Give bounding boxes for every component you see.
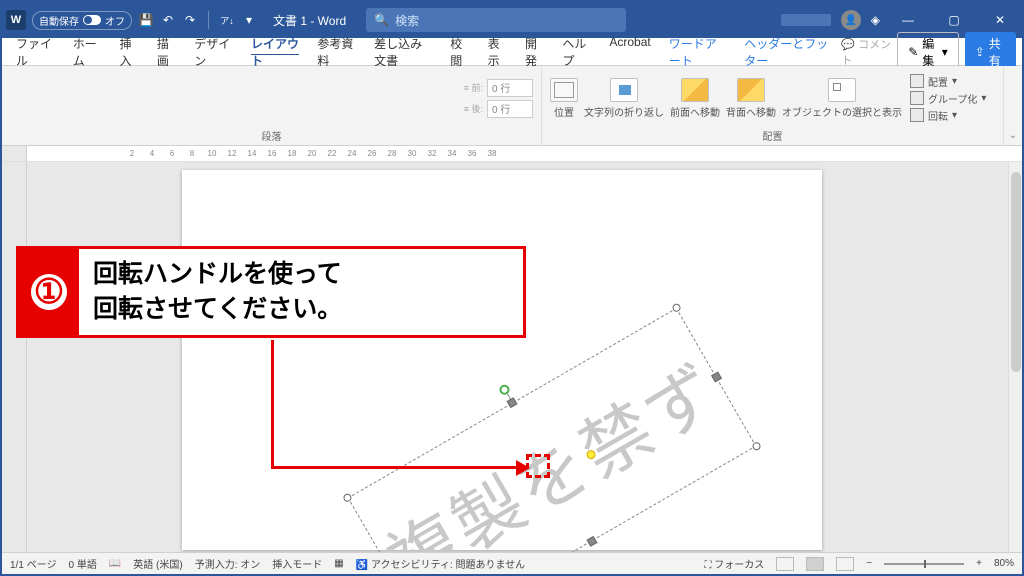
position-button[interactable]: 位置: [550, 78, 578, 119]
redo-icon[interactable]: ↷: [182, 12, 198, 28]
app-window: W 自動保存 オフ 💾 ↶ ↷ ア↓ ▾ 文書 1 - Word 🔍 検索 👤 …: [0, 0, 1024, 576]
read-mode-button[interactable]: [776, 557, 794, 571]
rotate-icon: [910, 108, 924, 122]
maximize-button[interactable]: ▢: [936, 6, 972, 34]
font-decrease-icon[interactable]: ア↓: [219, 12, 235, 28]
send-backward-button[interactable]: 背面へ移動: [726, 78, 776, 119]
word-count[interactable]: 0 単語: [68, 556, 96, 571]
zoom-in-button[interactable]: +: [976, 558, 982, 569]
vertical-ruler[interactable]: [2, 162, 27, 552]
document-title: 文書 1 - Word: [273, 12, 346, 29]
qat-dropdown-icon[interactable]: ▾: [241, 12, 257, 28]
close-button[interactable]: ✕: [982, 6, 1018, 34]
arrange-group-label: 配置: [550, 126, 995, 143]
group-button[interactable]: グループ化▾: [910, 91, 986, 106]
status-bar: 1/1 ページ 0 単語 📖 英語 (米国) 予測入力: オン 挿入モード ▦ …: [2, 552, 1022, 574]
web-layout-button[interactable]: [836, 557, 854, 571]
macro-icon[interactable]: ▦: [334, 558, 343, 569]
arrow-line-h: [271, 466, 516, 469]
bring-forward-button[interactable]: 前面へ移動: [670, 78, 720, 119]
autosave-label: 自動保存: [39, 13, 79, 28]
document-workspace[interactable]: 複製を禁ず ① 回転ハンドルを使って 回転させてください。: [2, 162, 1022, 552]
arrow-line-v: [271, 340, 274, 466]
comments-button[interactable]: 💬 コメント: [841, 36, 891, 68]
pencil-icon: ✎: [908, 45, 918, 59]
menu-bar: ファイルホーム挿入描画デザインレイアウト参考資料差し込み文書校閲表示開発ヘルプA…: [2, 38, 1022, 66]
undo-icon[interactable]: ↶: [160, 12, 176, 28]
group-icon: [910, 91, 924, 105]
spellcheck-icon[interactable]: 📖: [109, 558, 121, 569]
autosave-state: オフ: [105, 13, 125, 28]
zoom-out-button[interactable]: −: [866, 558, 872, 569]
ribbon-collapse-button[interactable]: ⌄: [1004, 66, 1022, 145]
language-indicator[interactable]: 英語 (米国): [133, 556, 182, 571]
ribbon-hidden-area: ≡ 前:0 行 ≡ 後:0 行 段落: [2, 66, 542, 145]
annotation-text: 回転ハンドルを使って 回転させてください。: [79, 249, 356, 335]
print-layout-button[interactable]: [806, 557, 824, 571]
ime-indicator[interactable]: 予測入力: オン: [195, 556, 261, 571]
user-avatar[interactable]: 👤: [841, 10, 861, 30]
toggle-icon: [83, 15, 101, 25]
user-name-redacted: [781, 14, 831, 26]
accessibility-indicator[interactable]: ♿ アクセシビリティ: 問題ありません: [356, 556, 525, 571]
focus-mode[interactable]: ⛶ フォーカス: [705, 556, 765, 571]
scrollbar-thumb[interactable]: [1011, 172, 1021, 372]
app-icon: W: [6, 10, 26, 30]
search-box[interactable]: 🔍 検索: [366, 8, 626, 32]
search-placeholder: 検索: [395, 12, 419, 29]
share-icon: ⇪: [975, 45, 985, 59]
diamond-icon[interactable]: ◈: [871, 13, 880, 27]
insert-mode[interactable]: 挿入モード: [272, 556, 322, 571]
annotation-number: ①: [28, 271, 70, 313]
vertical-scrollbar[interactable]: [1008, 162, 1022, 552]
save-icon[interactable]: 💾: [138, 12, 154, 28]
horizontal-ruler[interactable]: 2468101214161820222426283032343638: [2, 146, 1022, 162]
zoom-level[interactable]: 80%: [994, 558, 1014, 569]
tutorial-annotation: ① 回転ハンドルを使って 回転させてください。: [16, 246, 526, 338]
minimize-button[interactable]: —: [890, 6, 926, 34]
target-highlight: [526, 454, 550, 478]
zoom-slider[interactable]: [884, 563, 964, 565]
search-icon: 🔍: [374, 13, 389, 27]
paragraph-group-label: 段落: [10, 126, 533, 143]
text-wrap-button[interactable]: 文字列の折り返し: [584, 78, 664, 119]
page-indicator[interactable]: 1/1 ページ: [10, 556, 56, 571]
arrange-group: 位置 文字列の折り返し 前面へ移動 背面へ移動 オブジェクトの選択と表示 配置▾…: [542, 66, 1004, 145]
align-button[interactable]: 配置▾: [910, 74, 986, 89]
autosave-toggle[interactable]: 自動保存 オフ: [32, 11, 132, 30]
spacing-after[interactable]: 0 行: [487, 100, 533, 118]
spacing-before[interactable]: 0 行: [487, 79, 533, 97]
align-icon: [910, 74, 924, 88]
selection-pane-button[interactable]: オブジェクトの選択と表示: [782, 78, 902, 119]
ribbon: ≡ 前:0 行 ≡ 後:0 行 段落 位置 文字列の折り返し 前面へ移動 背面へ…: [2, 66, 1022, 146]
rotate-button[interactable]: 回転▾: [910, 108, 986, 123]
